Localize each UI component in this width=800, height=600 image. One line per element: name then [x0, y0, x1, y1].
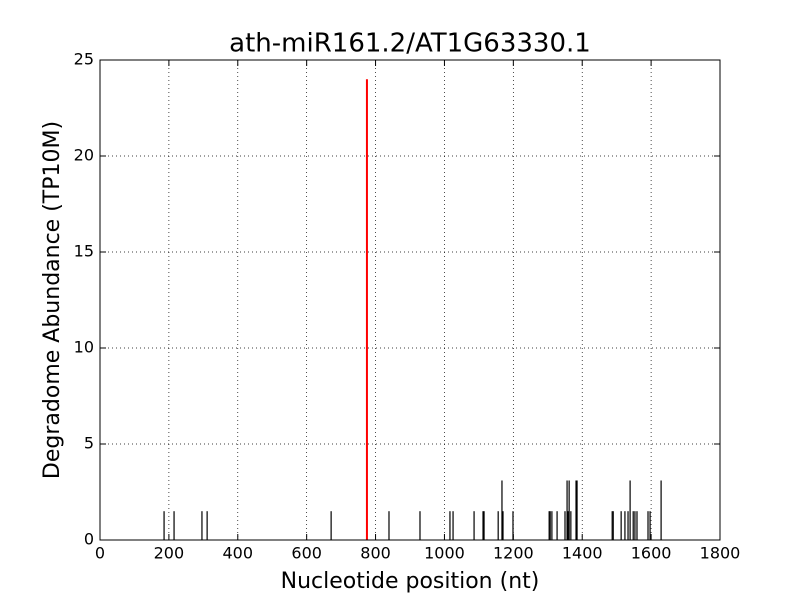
- y-tick-label: 15: [74, 242, 94, 261]
- x-tick-label: 1800: [700, 544, 741, 563]
- plot-frame: [99, 59, 721, 541]
- x-tick-label: 1600: [631, 544, 672, 563]
- x-tick-label: 1000: [424, 544, 465, 563]
- y-tick-label: 20: [74, 146, 94, 165]
- x-tick-label: 1200: [493, 544, 534, 563]
- y-tick-label: 25: [74, 50, 94, 69]
- x-tick-label: 800: [360, 544, 391, 563]
- y-axis-label: Degradome Abundance (TP10M): [40, 121, 65, 479]
- y-tick-label: 0: [84, 530, 94, 549]
- x-tick-label: 200: [154, 544, 185, 563]
- y-tick-label: 5: [84, 434, 94, 453]
- x-tick-label: 600: [291, 544, 322, 563]
- y-tick-label: 10: [74, 338, 94, 357]
- x-tick-label: 400: [223, 544, 254, 563]
- x-axis-label: Nucleotide position (nt): [281, 569, 540, 594]
- x-tick-label: 0: [95, 544, 105, 563]
- chart-title: ath-miR161.2/AT1G63330.1: [229, 29, 591, 59]
- x-tick-label: 1400: [562, 544, 603, 563]
